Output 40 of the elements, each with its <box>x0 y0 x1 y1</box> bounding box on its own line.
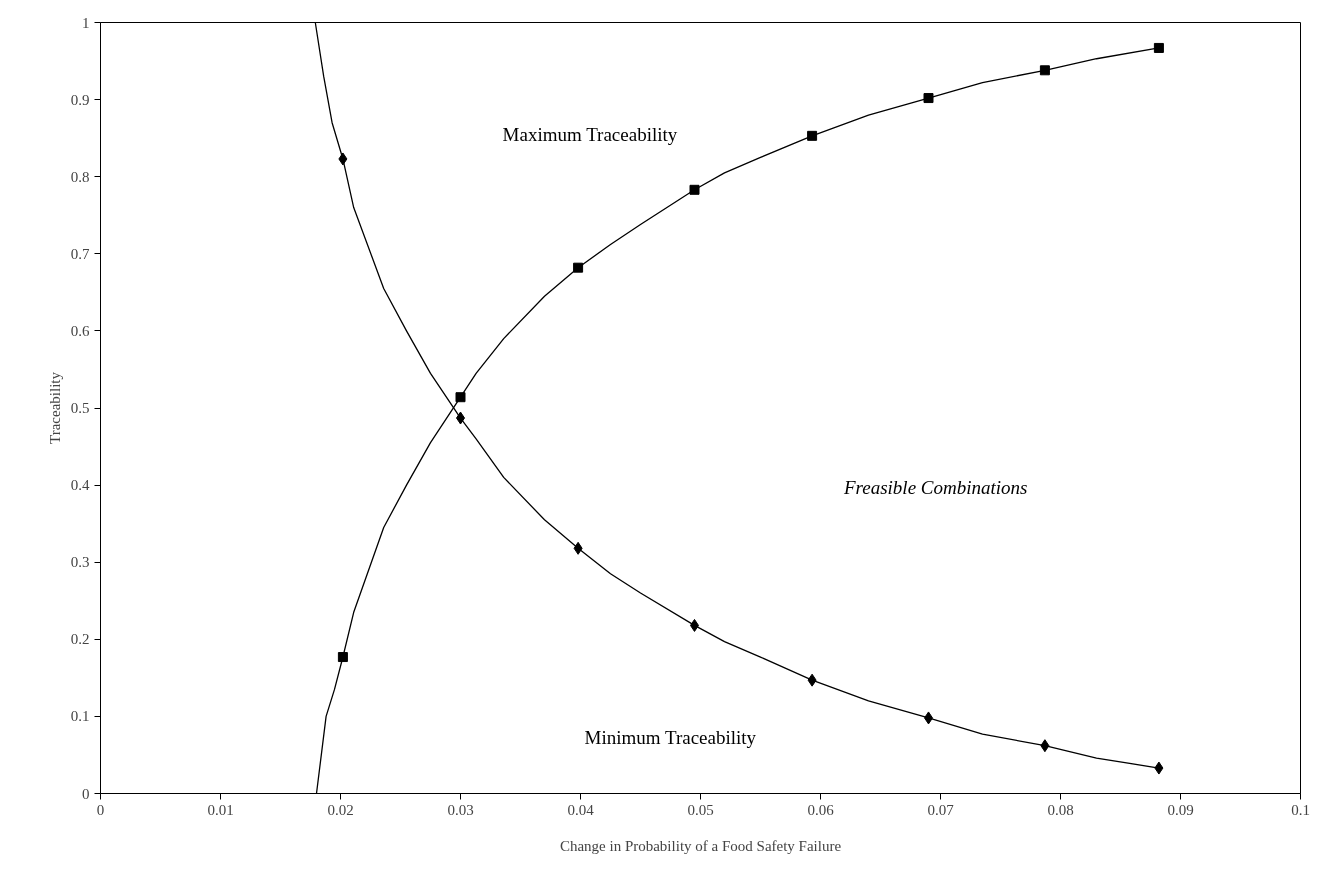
x-tick-label: 0.04 <box>567 801 595 818</box>
y-tick-label: 0.7 <box>70 245 90 262</box>
point <box>807 673 817 687</box>
point <box>1154 761 1164 775</box>
x-tick-label: 0.02 <box>327 801 354 818</box>
x-tick-label: 0.07 <box>927 801 955 818</box>
x-tick-label: 0.03 <box>447 801 474 818</box>
point <box>338 152 348 166</box>
y-tick-label: 0.9 <box>70 91 90 108</box>
y-tick-label: 0.1 <box>70 708 90 725</box>
point <box>573 262 584 273</box>
x-tick-label: 0.05 <box>687 801 714 818</box>
point <box>1040 739 1050 753</box>
point <box>923 93 934 104</box>
y-tick-label: 1 <box>82 14 90 31</box>
y-tick-label: 0.6 <box>70 322 90 339</box>
y-tick-label: 0.5 <box>70 400 90 416</box>
x-tick-label: 0.08 <box>1047 801 1074 818</box>
point <box>337 652 348 663</box>
annotation: Freasible Combinations <box>842 476 1028 498</box>
x-tick-label: 0 <box>96 801 105 818</box>
annotation: Maximum Traceability <box>502 123 678 145</box>
x-axis-title: Change in Probability of a Food Safety Failure <box>559 837 842 854</box>
y-axis-title: Traceability <box>46 371 63 444</box>
point <box>1153 42 1164 53</box>
point <box>807 130 818 141</box>
x-tick-label: 0.09 <box>1167 801 1194 818</box>
y-tick-label: 0 <box>82 785 90 802</box>
y-tick-label: 0.8 <box>70 168 90 185</box>
point <box>689 184 700 195</box>
x-tick-label: 0.01 <box>207 801 234 818</box>
annotation: Minimum Traceability <box>584 726 757 748</box>
y-tick-label: 0.4 <box>70 477 90 494</box>
y-tick-label: 0.3 <box>70 554 90 571</box>
x-tick-label: 0.06 <box>807 801 835 818</box>
point <box>455 392 466 403</box>
point <box>1039 65 1050 76</box>
x-tick-label: 0.1 <box>1291 801 1310 818</box>
y-tick-label: 0.2 <box>70 631 90 648</box>
point <box>573 541 583 555</box>
